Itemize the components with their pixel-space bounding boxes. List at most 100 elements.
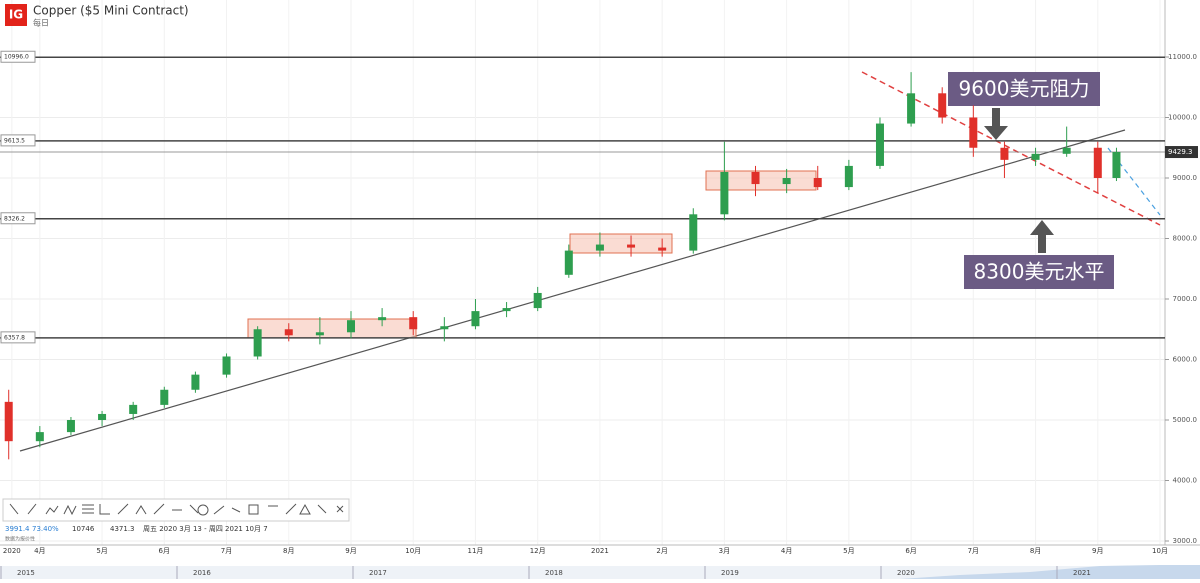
candle-body xyxy=(284,329,293,336)
logo-text: IG xyxy=(9,8,23,22)
chart-title: Copper ($5 Mini Contract) xyxy=(33,4,189,18)
candle-body xyxy=(346,320,355,333)
candle-body xyxy=(502,308,511,312)
level-label: 6357.8 xyxy=(4,334,25,341)
y-tick-label: 9000.0 xyxy=(1173,174,1198,182)
candle-body xyxy=(191,374,200,390)
arrow xyxy=(984,108,1008,140)
annotation-box xyxy=(948,72,1100,106)
candle-body xyxy=(782,178,791,185)
y-tick-label: 5000.0 xyxy=(1173,416,1198,424)
x-tick-label: 5月 xyxy=(96,547,107,555)
candle-body xyxy=(720,171,729,215)
navigator-year: 2021 xyxy=(1073,569,1091,577)
level-label: 9613.5 xyxy=(4,137,25,144)
candle-body xyxy=(1062,147,1071,154)
y-tick-label: 11000.0 xyxy=(1168,53,1197,61)
navigator-year: 2020 xyxy=(897,569,915,577)
x-tick-label: 6月 xyxy=(905,547,916,555)
navigator-year: 2016 xyxy=(193,569,211,577)
level-label-box xyxy=(0,50,36,63)
y-axis-panel xyxy=(1165,0,1200,545)
x-tick-label: 3月 xyxy=(719,547,730,555)
info-text: 73.40% xyxy=(32,525,59,533)
info-note: 数据为报价性 xyxy=(5,536,35,543)
y-tick-label: 3000.0 xyxy=(1173,537,1198,545)
x-tick-label: 12月 xyxy=(530,547,546,555)
drawing-toolbar[interactable] xyxy=(2,498,350,522)
candle-body xyxy=(222,356,231,375)
x-tick-label: 7月 xyxy=(968,547,979,555)
arrow xyxy=(1030,220,1054,253)
info-text: 10746 xyxy=(72,525,95,533)
range-box xyxy=(569,233,673,254)
candle-body xyxy=(4,401,13,442)
last-price-label: 9429.3 xyxy=(1168,148,1193,156)
candle-body xyxy=(595,244,604,251)
y-tick-label: 4000.0 xyxy=(1173,477,1198,485)
navigator-area xyxy=(900,565,1200,579)
candle-body xyxy=(315,332,324,336)
x-tick-label: 11月 xyxy=(467,547,483,555)
x-tick-label: 2021 xyxy=(591,547,609,555)
candle-body xyxy=(129,404,138,414)
y-tick-label: 8000.0 xyxy=(1173,235,1198,243)
y-tick-label: 7000.0 xyxy=(1173,295,1198,303)
annotation: 9600美元阻力 xyxy=(959,77,1090,101)
candle-body xyxy=(1093,147,1102,179)
candle-body xyxy=(253,329,262,357)
level-label-box xyxy=(0,212,36,225)
candle-body xyxy=(689,214,698,251)
candle-body xyxy=(378,317,387,321)
annotation: 8300美元水平 xyxy=(974,260,1105,284)
candle-body xyxy=(409,317,418,330)
info-text: 3991.4 xyxy=(5,525,30,533)
x-tick-label: 2月 xyxy=(656,547,667,555)
navigator[interactable] xyxy=(0,566,1200,579)
x-tick-label: 10月 xyxy=(1152,547,1168,555)
navigator-year: 2018 xyxy=(545,569,563,577)
candle-body xyxy=(844,165,853,188)
navigator-year: 2017 xyxy=(369,569,387,577)
level-label: 10996.0 xyxy=(4,54,29,61)
y-tick-label: 10000.0 xyxy=(1168,114,1197,122)
x-tick-label: 6月 xyxy=(159,547,170,555)
annotation-box xyxy=(964,255,1114,289)
candle-body xyxy=(969,117,978,148)
info-text: 4371.3 xyxy=(110,525,135,533)
x-tick-label: 8月 xyxy=(283,547,294,555)
candle-body xyxy=(564,250,573,275)
candle-body xyxy=(813,178,822,188)
last-price-box xyxy=(1165,146,1198,159)
candle-body xyxy=(98,413,107,421)
candle-body xyxy=(627,244,636,248)
x-tick-label: 5月 xyxy=(843,547,854,555)
x-tick-label: 4月 xyxy=(34,547,45,555)
candle-body xyxy=(1031,153,1040,160)
candle-body xyxy=(160,389,169,405)
candle-body xyxy=(1112,151,1121,179)
x-tick-label: 4月 xyxy=(781,547,792,555)
logo xyxy=(5,4,27,26)
chart-subtitle: 每日 xyxy=(33,18,49,28)
candle-body xyxy=(658,247,667,251)
candle-body xyxy=(907,93,916,124)
level-label-box xyxy=(0,331,36,344)
candle-body xyxy=(471,311,480,327)
x-tick-label: 10月 xyxy=(405,547,421,555)
candle-body xyxy=(875,123,884,166)
candle-body xyxy=(938,93,947,118)
candle-body xyxy=(1000,147,1009,160)
x-tick-label: 9月 xyxy=(1092,547,1103,555)
x-tick-label: 9月 xyxy=(345,547,356,555)
candle-body xyxy=(751,171,760,185)
x-tick-label: 2020 xyxy=(3,547,21,555)
candle-body xyxy=(533,292,542,309)
x-tick-label: 8月 xyxy=(1030,547,1041,555)
x-tick-label: 7月 xyxy=(221,547,232,555)
range-box xyxy=(247,318,417,339)
navigator-year: 2019 xyxy=(721,569,739,577)
candle-body xyxy=(66,420,75,433)
info-text: 周五 2020 3月 13 - 周四 2021 10月 7 xyxy=(143,525,268,533)
